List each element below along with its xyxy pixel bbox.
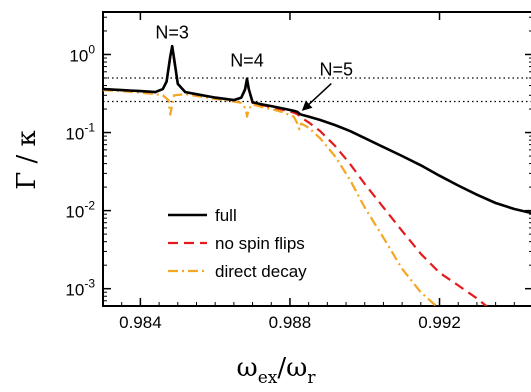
y-tick-label-2: 10-2 <box>65 199 95 222</box>
annotation-n5: N=5 <box>320 60 354 80</box>
annotation-n3: N=3 <box>155 23 189 43</box>
x-tick-label-0: 0.984 <box>119 313 162 332</box>
series-line-no-spin-flips <box>103 47 488 306</box>
legend-label-direct-decay: direct decay <box>215 262 307 281</box>
y-tick-label-0: 100 <box>69 42 95 65</box>
x-tick-label-2: 0.992 <box>418 313 461 332</box>
series-line-direct-decay <box>103 89 438 306</box>
x-tick-label-1: 0.988 <box>269 313 312 332</box>
y-axis-title: Γ / κ <box>12 130 42 190</box>
annotation-n4: N=4 <box>230 51 264 71</box>
y-axis: 100 10-1 10-2 10-3 <box>65 16 531 302</box>
y-tick-label-1: 10-1 <box>65 121 95 144</box>
annotation-layer: N=3 N=4 N=5 <box>155 23 354 111</box>
y-tick-label-3: 10-3 <box>65 277 95 300</box>
series-layer <box>103 44 531 306</box>
legend-label-full: full <box>215 206 237 225</box>
series-line-full <box>103 44 531 215</box>
legend-label-no-spin-flips: no spin flips <box>215 234 305 253</box>
legend: full no spin flips direct decay <box>168 206 307 281</box>
x-axis-title: ωex/ωr <box>237 353 317 388</box>
plot-frame <box>102 11 531 307</box>
annotation-arrow-n5 <box>301 83 332 111</box>
x-axis: 0.984 0.988 0.992 <box>102 12 515 332</box>
